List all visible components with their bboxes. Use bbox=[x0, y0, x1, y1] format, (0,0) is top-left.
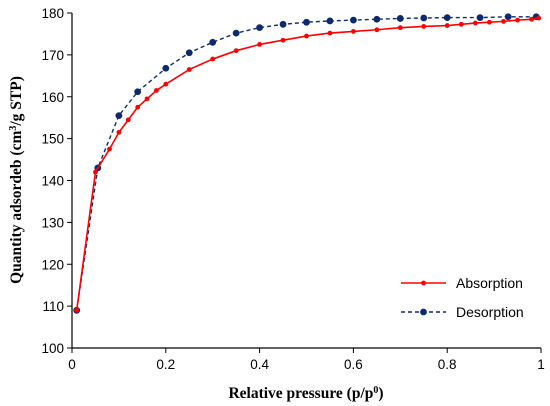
data-point-desorption bbox=[504, 13, 512, 21]
x-tick-label: 0.8 bbox=[438, 357, 457, 372]
data-point-absorption bbox=[125, 117, 131, 123]
legend-label-desorption: Desorption bbox=[456, 304, 524, 320]
data-point-absorption bbox=[472, 20, 478, 26]
data-point-absorption bbox=[107, 146, 112, 152]
data-point-absorption bbox=[458, 21, 464, 27]
data-point-absorption bbox=[144, 96, 150, 102]
data-point-absorption bbox=[501, 18, 506, 24]
y-tick-label: 100 bbox=[41, 341, 64, 356]
data-point-desorption bbox=[350, 16, 357, 24]
legend-item-desorption: Desorption bbox=[401, 304, 524, 320]
y-tick-label: 160 bbox=[41, 90, 64, 105]
legend-marker-absorption bbox=[421, 280, 426, 286]
data-point-desorption bbox=[476, 14, 484, 22]
x-tick-label: 0.2 bbox=[156, 357, 175, 372]
x-axis-title: Relative pressure (p/p0) bbox=[228, 385, 383, 403]
data-point-absorption bbox=[210, 56, 216, 62]
data-point-absorption bbox=[154, 88, 159, 93]
data-point-absorption bbox=[374, 27, 380, 33]
data-point-desorption bbox=[256, 24, 263, 32]
data-point-absorption bbox=[529, 16, 535, 22]
data-point-absorption bbox=[327, 30, 333, 36]
x-tick-label: 0.4 bbox=[250, 357, 269, 372]
series-layer bbox=[73, 13, 542, 314]
axes bbox=[71, 13, 541, 349]
y-tick-label: 130 bbox=[41, 215, 64, 230]
data-point-absorption bbox=[397, 25, 403, 31]
data-point-desorption bbox=[420, 14, 428, 22]
legend: Absorption Desorption bbox=[401, 275, 524, 320]
legend-label-absorption: Absorption bbox=[456, 275, 523, 291]
x-tick-label: 0.6 bbox=[344, 357, 363, 372]
data-point-desorption bbox=[209, 38, 217, 46]
data-point-desorption bbox=[443, 14, 451, 22]
y-tick-label: 180 bbox=[41, 6, 64, 21]
data-point-absorption bbox=[135, 104, 141, 110]
x-tick-label: 1 bbox=[537, 357, 545, 372]
data-point-absorption bbox=[116, 129, 122, 135]
data-point-absorption bbox=[74, 307, 80, 313]
series-absorption bbox=[74, 15, 542, 313]
series-line-desorption bbox=[75, 16, 537, 311]
series-desorption bbox=[73, 13, 540, 314]
ticks: 0 0.2 0.4 0.6 0.8 1 100 110 120 130 140 150 160 170 18… bbox=[41, 6, 544, 372]
data-point-absorption bbox=[233, 48, 239, 54]
y-tick-label: 120 bbox=[41, 257, 64, 272]
x-tick-label: 0 bbox=[68, 357, 76, 372]
legend-marker-desorption bbox=[420, 308, 427, 316]
data-point-desorption bbox=[162, 64, 170, 72]
data-point-absorption bbox=[351, 29, 356, 34]
data-point-absorption bbox=[257, 42, 262, 47]
y-tick-label: 170 bbox=[41, 48, 64, 63]
y-axis-title: Quantity adsordeb (cm3/g STP) bbox=[8, 76, 26, 284]
data-point-absorption bbox=[421, 24, 427, 29]
data-point-desorption bbox=[232, 29, 240, 37]
data-point-absorption bbox=[487, 19, 492, 25]
data-point-absorption bbox=[515, 17, 520, 23]
data-point-absorption bbox=[280, 37, 286, 43]
data-point-absorption bbox=[93, 169, 98, 175]
data-point-absorption bbox=[186, 67, 192, 72]
data-point-desorption bbox=[303, 18, 310, 26]
data-point-absorption bbox=[304, 33, 309, 39]
y-tick-label: 110 bbox=[42, 299, 64, 314]
data-point-absorption bbox=[444, 23, 450, 28]
data-point-desorption bbox=[134, 88, 142, 96]
data-point-absorption bbox=[536, 15, 542, 21]
data-point-desorption bbox=[185, 49, 193, 57]
legend-item-absorption: Absorption bbox=[401, 275, 523, 291]
data-point-absorption bbox=[163, 81, 169, 87]
data-point-desorption bbox=[373, 15, 381, 23]
data-point-desorption bbox=[115, 112, 123, 119]
y-tick-label: 140 bbox=[41, 174, 64, 189]
data-point-desorption bbox=[279, 20, 287, 28]
series-line-absorption bbox=[75, 17, 539, 311]
data-point-desorption bbox=[326, 17, 334, 25]
y-tick-label: 150 bbox=[41, 132, 64, 147]
data-point-desorption bbox=[396, 15, 404, 22]
